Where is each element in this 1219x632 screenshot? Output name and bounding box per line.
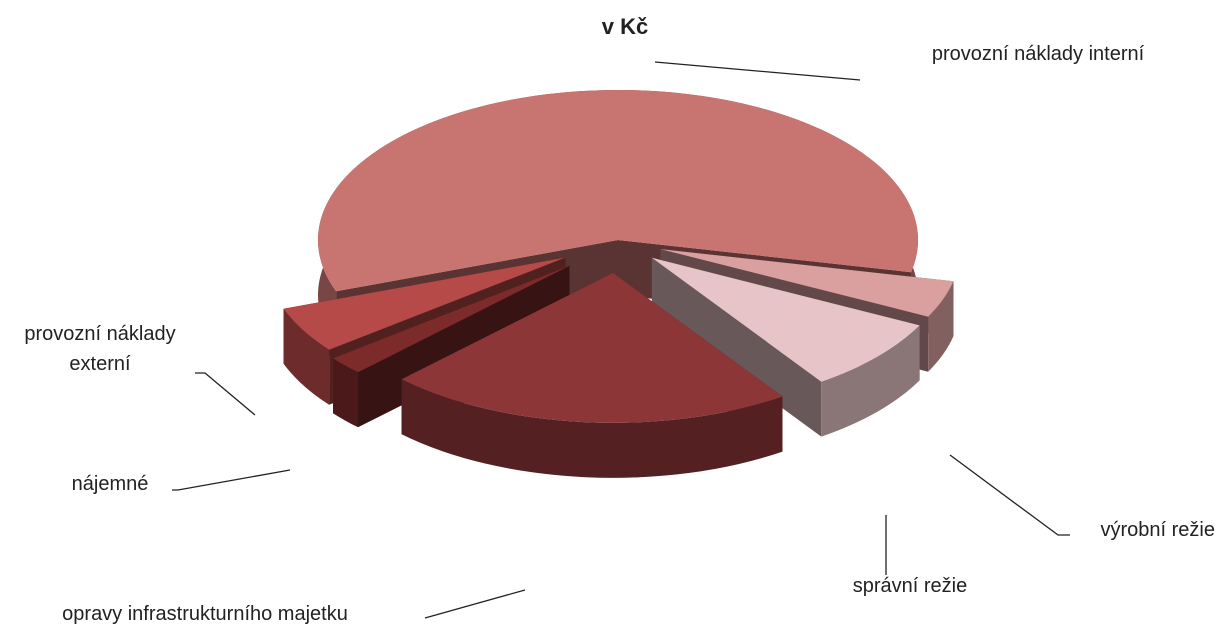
slice-side: [928, 281, 954, 372]
slice-label: provozní náklady interní: [932, 43, 1145, 65]
label-line: provozní náklady: [24, 323, 175, 345]
slice-label: provozní náklady externí: [24, 323, 175, 375]
slice-label: opravy infrastrukturního majetku: [62, 603, 348, 625]
label-line: externí: [69, 353, 131, 375]
chart-title: v Kč: [602, 14, 648, 39]
slice-top: [401, 272, 783, 423]
slice-top: [660, 249, 954, 317]
slice-top: [333, 265, 570, 373]
leader-line: [195, 372, 256, 416]
slice-label: výrobní režie: [1101, 519, 1216, 541]
slice-wall: [333, 265, 570, 414]
slice: [401, 272, 783, 478]
leader-line: [949, 454, 1070, 536]
leader-line: [172, 469, 291, 491]
slice-wall: [651, 257, 822, 437]
leader-line: [424, 589, 526, 619]
slice-top: [651, 257, 920, 382]
slice-top: [317, 89, 918, 292]
slice-side: [333, 358, 358, 428]
slice-label: správní režie: [853, 575, 968, 597]
slice-side: [401, 379, 783, 478]
leader-line: [654, 61, 861, 81]
slice-top: [283, 257, 566, 350]
slice-side: [283, 308, 330, 405]
slice-label: nájemné: [72, 473, 149, 495]
slice: [651, 257, 920, 437]
slice-side: [821, 325, 920, 437]
